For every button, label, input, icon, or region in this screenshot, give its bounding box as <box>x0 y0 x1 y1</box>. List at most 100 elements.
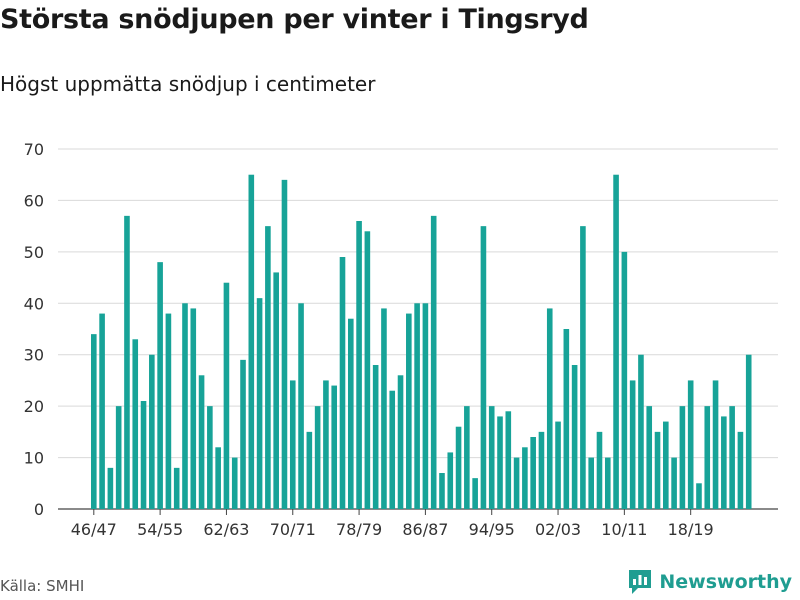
x-tick-label: 70/71 <box>270 520 316 539</box>
x-tick-label: 86/87 <box>402 520 448 539</box>
bar <box>124 215 130 510</box>
bar <box>546 308 553 509</box>
bar <box>157 262 163 509</box>
x-tick-label: 62/63 <box>203 520 249 539</box>
bar <box>530 437 536 509</box>
bar <box>604 457 611 509</box>
bar <box>621 251 628 510</box>
chart-subtitle: Högst uppmätta snödjup i centimeter <box>0 72 376 96</box>
bar <box>223 282 230 509</box>
brand-logo: Newsworthy <box>627 568 792 596</box>
bar-chart-logo-icon <box>629 570 652 594</box>
bar <box>480 226 487 509</box>
bar <box>347 318 354 509</box>
bar <box>464 406 470 509</box>
bar <box>356 221 362 509</box>
bar <box>99 313 105 509</box>
x-tick-label: 94/95 <box>469 520 515 539</box>
bar <box>339 257 346 509</box>
bar <box>306 431 313 509</box>
y-tick-label: 40 <box>24 294 44 313</box>
bar <box>182 303 188 509</box>
bar <box>397 375 404 509</box>
x-tick-label: 10/11 <box>601 520 647 539</box>
y-tick-label: 60 <box>24 191 44 210</box>
bar <box>190 308 197 509</box>
chart-title: Största snödjupen per vinter i Tingsryd <box>0 4 589 35</box>
bar <box>571 365 578 509</box>
y-tick-label: 50 <box>24 243 44 262</box>
y-tick-label: 30 <box>24 346 44 365</box>
bar <box>281 179 288 510</box>
bar <box>447 452 454 509</box>
bar <box>207 406 213 509</box>
bar <box>538 431 545 509</box>
bar <box>745 354 752 509</box>
bar <box>472 478 478 509</box>
x-tick-label: 54/55 <box>137 520 183 539</box>
x-tick-label: 46/47 <box>71 520 117 539</box>
bar <box>231 457 238 509</box>
bar <box>406 313 412 509</box>
x-tick-label: 78/79 <box>336 520 382 539</box>
bar <box>613 174 619 509</box>
bar <box>149 354 155 509</box>
bar <box>729 406 735 509</box>
bar <box>323 380 329 509</box>
y-tick-label: 0 <box>34 500 44 519</box>
brand-name: Newsworthy <box>659 571 792 593</box>
source-note: Källa: SMHI <box>0 577 85 595</box>
bar <box>654 431 661 509</box>
bar <box>646 406 653 509</box>
bar <box>381 308 387 509</box>
bar <box>455 426 462 509</box>
bar <box>240 359 246 509</box>
bar <box>389 390 396 509</box>
bar <box>522 447 528 509</box>
bar <box>704 406 711 509</box>
bar <box>414 303 420 509</box>
bar <box>555 421 561 509</box>
bar <box>588 457 594 509</box>
bar <box>629 380 636 509</box>
bar <box>91 334 97 509</box>
bar <box>298 303 304 509</box>
bar <box>488 406 495 509</box>
bar <box>140 401 147 509</box>
bar <box>115 406 122 509</box>
bar <box>289 380 296 509</box>
bar <box>687 380 694 509</box>
x-tick-label: 02/03 <box>535 520 581 539</box>
bar <box>422 303 429 509</box>
bar <box>215 447 221 509</box>
bar <box>314 406 321 509</box>
bars <box>91 174 752 510</box>
bar <box>580 226 586 509</box>
y-tick-label: 70 <box>24 140 44 159</box>
bar <box>165 313 172 509</box>
bar <box>439 473 445 509</box>
bar <box>265 226 271 509</box>
bar <box>596 431 603 509</box>
bar <box>638 354 644 509</box>
y-tick-label: 10 <box>24 449 44 468</box>
bar <box>248 174 255 509</box>
bar <box>273 272 279 509</box>
bar <box>256 298 263 509</box>
bar <box>198 375 205 509</box>
bar <box>679 406 686 509</box>
bar <box>663 421 669 509</box>
y-tick-label: 20 <box>24 397 44 416</box>
bar <box>671 457 677 509</box>
x-tick-label: 18/19 <box>668 520 714 539</box>
y-axis-ticks: 0 10 20 30 40 50 60 70 <box>24 140 44 519</box>
bar <box>712 380 719 509</box>
bar <box>513 457 520 509</box>
bar <box>372 365 379 509</box>
bar <box>563 329 570 509</box>
bar <box>696 483 702 509</box>
bar <box>721 416 727 509</box>
bar <box>430 215 437 510</box>
bar <box>331 385 338 509</box>
